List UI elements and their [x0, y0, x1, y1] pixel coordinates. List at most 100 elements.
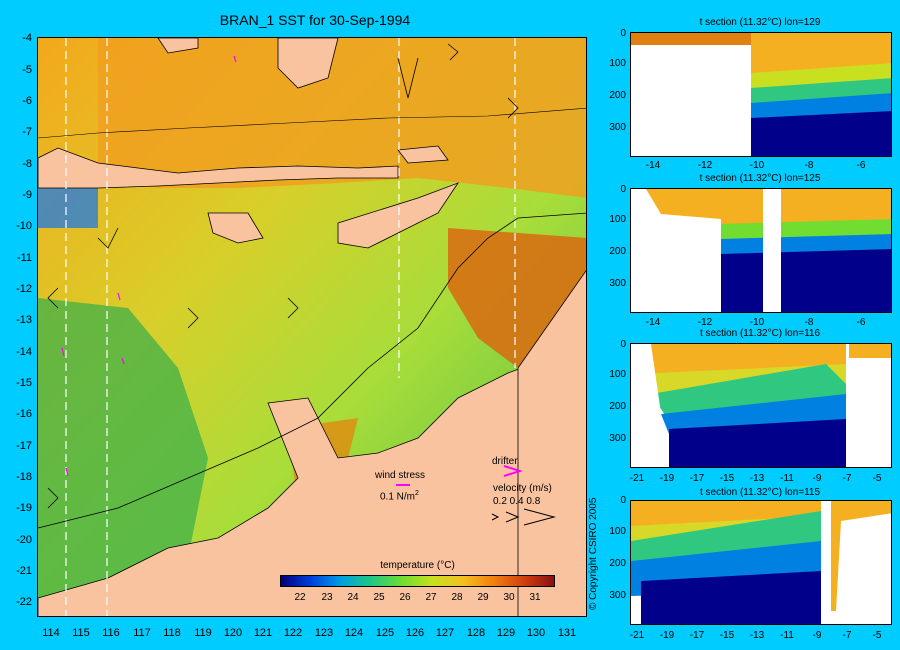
section-plot-image — [631, 344, 891, 467]
section-plot-image — [631, 33, 891, 156]
section-y-label: 0 — [620, 495, 626, 506]
sst-map — [37, 37, 587, 617]
section-x-label: -12 — [697, 317, 713, 328]
section-x-label: -5 — [872, 630, 882, 641]
section-x-label: -7 — [842, 630, 852, 641]
section-y-label: 0 — [620, 28, 626, 39]
colorbar-tick: 22 — [294, 592, 306, 603]
section-x-label: -7 — [842, 473, 852, 484]
map-x-label: 118 — [163, 627, 181, 639]
section-plot — [630, 188, 892, 313]
map-y-label: -14 — [16, 346, 32, 358]
velocity-values: 0.2 0.4 0.8 — [493, 496, 541, 507]
map-x-label: 129 — [496, 627, 516, 639]
colorbar — [280, 575, 555, 587]
section-y-label: 200 — [609, 90, 626, 101]
section-x-label: -6 — [856, 317, 866, 328]
map-x-label: 124 — [344, 627, 364, 639]
map-x-label: 123 — [314, 627, 334, 639]
map-y-label: -12 — [16, 283, 32, 295]
colorbar-tick: 30 — [503, 592, 515, 603]
section-y-label: 0 — [620, 184, 626, 195]
section-x-label: -17 — [689, 630, 705, 641]
section-x-label: -15 — [719, 630, 735, 641]
section-title: t section (11.32°C) lon=125 — [699, 173, 821, 184]
section-y-label: 0 — [620, 339, 626, 350]
velocity-scale-arrows-icon — [491, 508, 556, 526]
section-y-label: 100 — [609, 214, 626, 225]
section-x-label: -12 — [697, 160, 713, 171]
map-y-label: -10 — [16, 220, 32, 232]
section-x-label: -10 — [749, 160, 765, 171]
map-x-label: 130 — [526, 627, 546, 639]
map-x-label: 120 — [223, 627, 243, 639]
map-y-label: -9 — [22, 189, 32, 201]
section-x-label: -14 — [645, 160, 661, 171]
section-plot-image — [631, 501, 891, 624]
section-x-label: -17 — [689, 473, 705, 484]
section-x-label: -13 — [749, 630, 765, 641]
map-y-label: -21 — [16, 565, 32, 577]
colorbar-tick: 31 — [529, 592, 541, 603]
colorbar-tick: 24 — [347, 592, 359, 603]
map-x-label: 131 — [557, 627, 577, 639]
section-y-label: 100 — [609, 526, 626, 537]
section-x-label: -8 — [804, 160, 814, 171]
section-plot-image — [631, 189, 891, 312]
map-x-label: 115 — [72, 627, 90, 639]
section-y-label: 300 — [609, 590, 626, 601]
wind-stress-label: wind stress — [375, 470, 426, 481]
section-x-label: -6 — [856, 160, 866, 171]
colorbar-tick: 28 — [451, 592, 463, 603]
section-x-label: -9 — [812, 473, 822, 484]
map-y-label: -11 — [16, 252, 32, 264]
map-x-label: 125 — [375, 627, 395, 639]
map-y-label: -7 — [22, 126, 32, 138]
section-x-label: -15 — [719, 473, 735, 484]
map-y-label: -18 — [16, 471, 32, 483]
section-title: t section (11.32°C) lon=116 — [699, 328, 821, 339]
section-x-label: -11 — [780, 630, 794, 641]
map-y-label: -5 — [22, 64, 32, 76]
map-x-label: 121 — [253, 627, 273, 639]
section-plot — [630, 32, 892, 157]
section-x-label: -5 — [872, 473, 882, 484]
sst-map-image — [38, 38, 586, 616]
map-x-label: 122 — [283, 627, 303, 639]
colorbar-title: temperature (°C) — [380, 560, 455, 571]
map-y-label: -6 — [22, 95, 32, 107]
section-y-label: 200 — [609, 401, 626, 412]
section-y-label: 100 — [609, 369, 626, 380]
map-y-label: -16 — [16, 408, 32, 420]
map-y-label: -19 — [16, 502, 32, 514]
map-title: BRAN_1 SST for 30-Sep-1994 — [219, 12, 411, 28]
map-y-label: -13 — [16, 314, 32, 326]
section-title: t section (11.32°C) lon=129 — [699, 17, 821, 28]
map-y-label: -4 — [22, 32, 32, 44]
map-y-label: -22 — [16, 596, 32, 608]
section-x-label: -8 — [804, 317, 814, 328]
section-y-label: 300 — [609, 122, 626, 133]
section-x-label: -21 — [629, 473, 645, 484]
section-x-label: -19 — [659, 473, 675, 484]
colorbar-tick: 23 — [321, 592, 333, 603]
section-y-label: 200 — [609, 558, 626, 569]
section-y-label: 300 — [609, 433, 626, 444]
section-x-label: -14 — [645, 317, 661, 328]
section-x-label: -10 — [749, 317, 765, 328]
wind-stress-value: 0.1 N/m2 — [380, 490, 419, 503]
map-x-label: 119 — [194, 627, 212, 639]
map-x-label: 127 — [435, 627, 455, 639]
section-x-label: -21 — [629, 630, 645, 641]
colorbar-tick: 25 — [373, 592, 385, 603]
section-x-label: -11 — [780, 473, 794, 484]
drifter-arrow-icon — [503, 465, 522, 477]
section-x-label: -13 — [749, 473, 765, 484]
map-x-label: 114 — [42, 627, 60, 639]
map-x-label: 126 — [405, 627, 425, 639]
colorbar-tick: 26 — [399, 592, 411, 603]
colorbar-tick: 27 — [425, 592, 437, 603]
velocity-label: velocity (m/s) — [493, 483, 552, 494]
colorbar-tick: 29 — [477, 592, 489, 603]
drifter-label: drifter — [492, 456, 518, 467]
